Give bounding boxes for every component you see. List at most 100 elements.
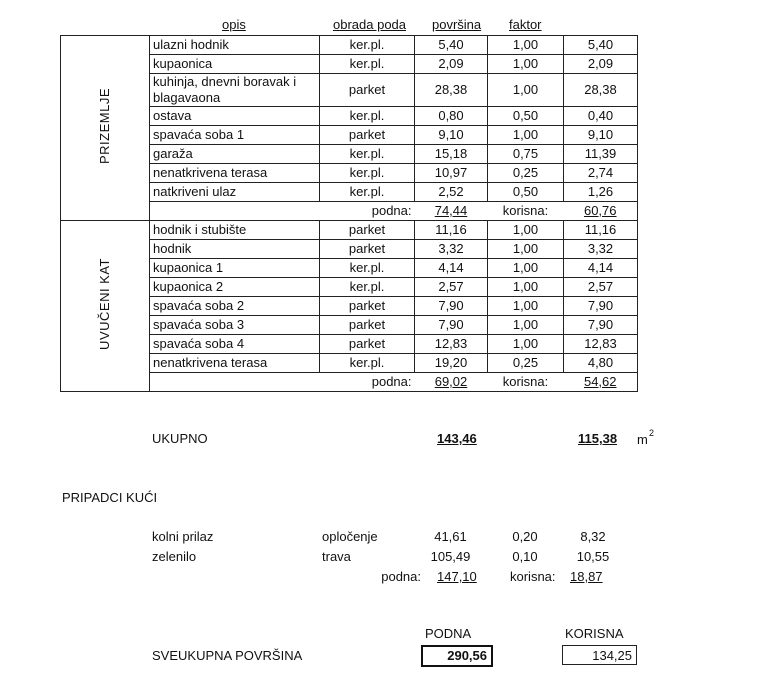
floor-type: ker.pl. bbox=[319, 258, 415, 278]
room-name: nenatkrivena terasa bbox=[149, 163, 320, 183]
table-row: nenatkrivena terasa ker.pl. 10,97 0,25 2,74 bbox=[61, 163, 638, 183]
total-label: SVEUKUPNA POVRŠINA bbox=[152, 648, 303, 663]
factor: 1,00 bbox=[487, 315, 564, 335]
useful-area: 1,26 bbox=[563, 182, 638, 202]
floor-type: parket bbox=[319, 73, 415, 107]
room-name: kupaonica 2 bbox=[149, 277, 320, 297]
factor: 0,25 bbox=[487, 163, 564, 183]
useful-area: 2,74 bbox=[563, 163, 638, 183]
factor: 1,00 bbox=[487, 334, 564, 354]
factor: 1,00 bbox=[487, 296, 564, 316]
area: 15,18 bbox=[414, 144, 488, 164]
area: 4,14 bbox=[414, 258, 488, 278]
group-cell: UVUČENI KAT bbox=[60, 220, 150, 392]
useful-area: 2,09 bbox=[563, 54, 638, 74]
table-row: PRIZEMLJE ulazni hodnik ker.pl. 5,40 1,00 5,4… bbox=[60, 35, 638, 221]
floor-type: ker.pl. bbox=[319, 144, 415, 164]
podna-label: podna: bbox=[149, 372, 415, 392]
useful-area: 11,39 bbox=[563, 144, 638, 164]
useful-area: 11,16 bbox=[563, 220, 638, 240]
pripadci-title: PRIPADCI KUĆI bbox=[62, 490, 158, 505]
floor-type: parket bbox=[319, 239, 415, 259]
useful-area: 12,83 bbox=[563, 334, 638, 354]
table-row: kupaonica 2 ker.pl. 2,57 1,00 2,57 bbox=[61, 277, 638, 297]
area: 2,57 bbox=[414, 277, 488, 297]
useful-area: 8,32 bbox=[580, 529, 606, 544]
useful-area: 7,90 bbox=[563, 315, 638, 335]
floor-type: ker.pl. bbox=[319, 277, 415, 297]
area: 2,09 bbox=[414, 54, 488, 74]
room-name: garaža bbox=[149, 144, 320, 164]
floor-type: parket bbox=[319, 315, 415, 335]
area: 11,16 bbox=[414, 220, 488, 240]
useful-area: 9,10 bbox=[563, 125, 638, 145]
table-row: spavaća soba 1 parket 9,10 1,00 9,10 bbox=[61, 125, 638, 145]
floor-type: trava bbox=[322, 548, 351, 564]
useful-area: 7,90 bbox=[563, 296, 638, 316]
floor-type: ker.pl. bbox=[319, 163, 415, 183]
area: 12,83 bbox=[414, 334, 488, 354]
total-podna-header: PODNA bbox=[425, 626, 472, 641]
total-podna: 290,56 bbox=[421, 645, 493, 667]
korisna-value: 60,76 bbox=[583, 203, 617, 218]
floor-type: ker.pl. bbox=[319, 54, 415, 74]
group-cell: PRIZEMLJE bbox=[60, 35, 150, 221]
area: 2,52 bbox=[414, 182, 488, 202]
room-name: ostava bbox=[149, 106, 320, 126]
area: 5,40 bbox=[414, 35, 488, 55]
table-row: garaža ker.pl. 15,18 0,75 11,39 bbox=[61, 144, 638, 164]
header-obrada: obrada poda bbox=[333, 17, 407, 32]
factor: 0,10 bbox=[512, 548, 538, 564]
floor-type: ker.pl. bbox=[319, 353, 415, 373]
factor: 0,25 bbox=[487, 353, 564, 373]
table-row: hodnik parket 3,32 1,00 3,32 bbox=[61, 239, 638, 259]
subtotal-row: podna: 74,44 korisna: 60,76 bbox=[61, 201, 638, 221]
total-korisna: 134,25 bbox=[562, 645, 637, 665]
factor: 1,00 bbox=[487, 125, 564, 145]
subtotal-row: podna: 69,02 korisna: 54,62 bbox=[61, 372, 638, 392]
area: 105,49 bbox=[430, 548, 471, 564]
ukupno-podna: 143,46 bbox=[437, 431, 477, 446]
room-name: kupaonica 1 bbox=[149, 258, 320, 278]
area: 0,80 bbox=[414, 106, 488, 126]
factor: 0,20 bbox=[512, 529, 538, 544]
useful-area: 10,55 bbox=[576, 548, 610, 564]
area: 41,61 bbox=[434, 529, 467, 544]
area-table: PRIZEMLJE ulazni hodnik ker.pl. 5,40 1,00 5,4… bbox=[60, 35, 638, 392]
korisna-label: korisna: bbox=[487, 372, 564, 392]
ukupno-label: UKUPNO bbox=[152, 431, 208, 446]
room-name: kolni prilaz bbox=[152, 529, 214, 544]
area: 3,32 bbox=[414, 239, 488, 259]
unit-exponent: 2 bbox=[649, 428, 655, 438]
factor: 1,00 bbox=[487, 258, 564, 278]
podna-value: 69,02 bbox=[434, 374, 468, 389]
room-name: spavaća soba 4 bbox=[149, 334, 320, 354]
pripadci-podna-label: podna: bbox=[381, 569, 421, 584]
floor-type: parket bbox=[319, 296, 415, 316]
floor-type: ker.pl. bbox=[319, 182, 415, 202]
useful-area: 0,40 bbox=[563, 106, 638, 126]
pripadci-podna: 147,10 bbox=[437, 569, 477, 584]
pripadci-korisna-label: korisna: bbox=[510, 569, 556, 584]
factor: 1,00 bbox=[487, 35, 564, 55]
factor: 1,00 bbox=[487, 277, 564, 297]
total-korisna-header: KORISNA bbox=[565, 626, 624, 641]
useful-area: 28,38 bbox=[563, 73, 638, 107]
floor-type: ker.pl. bbox=[319, 106, 415, 126]
korisna-label: korisna: bbox=[487, 201, 564, 221]
factor: 1,00 bbox=[487, 220, 564, 240]
useful-area: 4,80 bbox=[563, 353, 638, 373]
header-opis: opis bbox=[222, 17, 246, 32]
table-row: spavaća soba 2 parket 7,90 1,00 7,90 bbox=[61, 296, 638, 316]
room-name: ulazni hodnik bbox=[149, 35, 320, 55]
room-name: hodnik bbox=[149, 239, 320, 259]
podna-cell: 69,02 bbox=[414, 372, 488, 392]
table-row: kupaonica ker.pl. 2,09 1,00 2,09 bbox=[61, 54, 638, 74]
area: 9,10 bbox=[414, 125, 488, 145]
useful-area: 5,40 bbox=[563, 35, 638, 55]
table-row: kupaonica 1 ker.pl. 4,14 1,00 4,14 bbox=[61, 258, 638, 278]
table-row: natkriveni ulaz ker.pl. 2,52 0,50 1,26 bbox=[61, 182, 638, 202]
factor: 1,00 bbox=[487, 73, 564, 107]
pripadci-korisna: 18,87 bbox=[570, 569, 603, 584]
factor: 1,00 bbox=[487, 54, 564, 74]
